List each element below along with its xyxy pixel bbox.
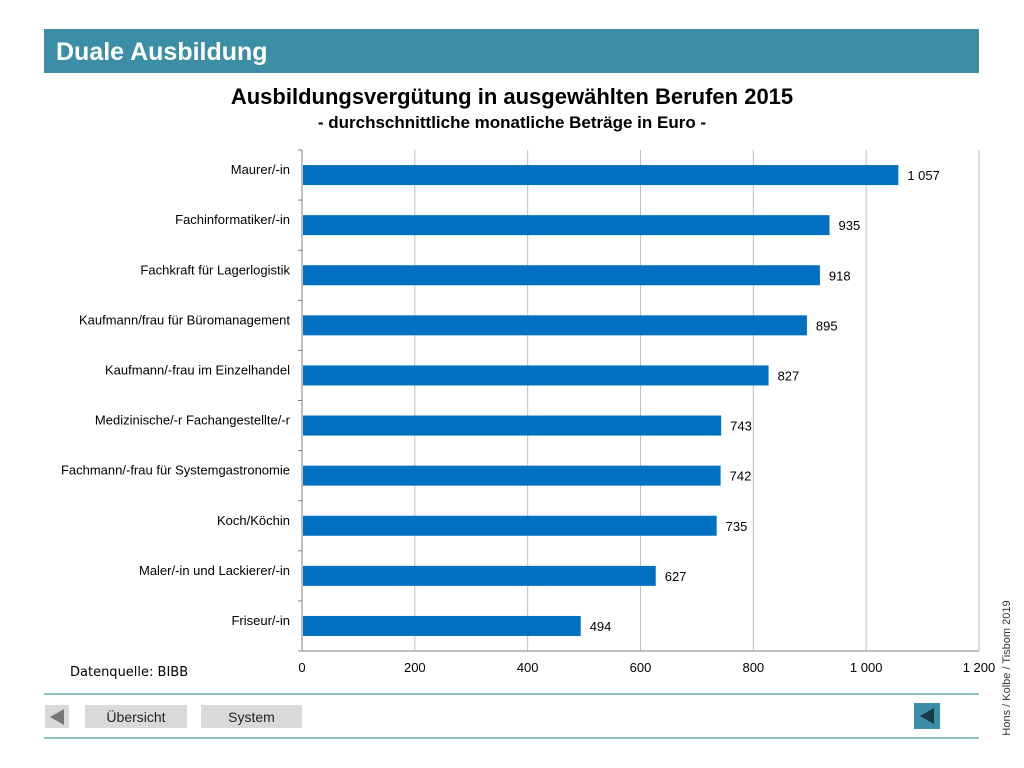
category-label: Fachinformatiker/-in: [175, 212, 290, 227]
value-label: 494: [590, 619, 612, 634]
bar: [303, 565, 656, 586]
x-tick-label: 600: [630, 660, 652, 675]
bar-chart: 0 200 400 600 800 1 000 1 200 Maurer/-in 1 057 Fa…: [61, 149, 996, 675]
bar: [303, 365, 769, 386]
bar: [303, 515, 717, 536]
bar: [303, 415, 722, 436]
x-tick-label: 800: [742, 660, 764, 675]
category-label: Kaufmann/-frau im Einzelhandel: [105, 362, 290, 377]
x-tick-label: 0: [298, 660, 305, 675]
arrow-left-icon: [50, 709, 64, 725]
chart-subtitle: - durchschnittliche monatliche Beträge i…: [317, 113, 707, 132]
value-label: 742: [730, 469, 752, 484]
bar: [303, 165, 899, 186]
separator-top: [44, 693, 979, 695]
value-label: 627: [665, 569, 687, 584]
header-bar: Duale Ausbildung: [44, 29, 979, 73]
category-label: Fachmann/-frau für Systemgastronomie: [61, 463, 290, 478]
value-label: 735: [726, 519, 748, 534]
bar: [303, 265, 820, 286]
data-source: Datenquelle: BIBB: [70, 665, 189, 680]
value-label: 1 057: [907, 168, 940, 183]
arrow-left-icon: [920, 708, 934, 724]
previous-button[interactable]: [45, 705, 69, 728]
x-tick-label: 400: [517, 660, 539, 675]
author-credit: Hons / Kolbe / Tisbom 2019: [1001, 600, 1013, 736]
value-label: 743: [730, 419, 752, 434]
separator-bottom: [44, 737, 979, 739]
system-button[interactable]: System: [201, 705, 302, 728]
category-label: Friseur/-in: [231, 613, 290, 628]
bar: [303, 315, 807, 336]
category-label: Medizinische/-r Fachangestellte/-r: [95, 413, 291, 428]
bar: [303, 465, 721, 486]
chart-title: Ausbildungsvergütung in ausgewählten Ber…: [230, 84, 794, 109]
value-label: 935: [838, 218, 860, 233]
category-label: Maler/-in und Lackierer/-in: [139, 563, 290, 578]
x-tick-label: 1 000: [850, 660, 883, 675]
x-tick-label: 200: [404, 660, 426, 675]
next-button[interactable]: [914, 703, 940, 729]
value-label: 895: [816, 318, 838, 333]
bar: [303, 215, 830, 236]
category-label: Kaufmann/frau für Büromanagement: [79, 312, 290, 327]
category-label: Koch/Köchin: [217, 513, 290, 528]
bar: [303, 615, 581, 636]
header-title: Duale Ausbildung: [56, 38, 268, 66]
category-label: Fachkraft für Lagerlogistik: [140, 262, 290, 277]
category-label: Maurer/-in: [231, 162, 290, 177]
x-tick-label: 1 200: [963, 660, 996, 675]
overview-button[interactable]: Übersicht: [85, 705, 187, 728]
value-label: 827: [778, 368, 800, 383]
value-label: 918: [829, 268, 851, 283]
